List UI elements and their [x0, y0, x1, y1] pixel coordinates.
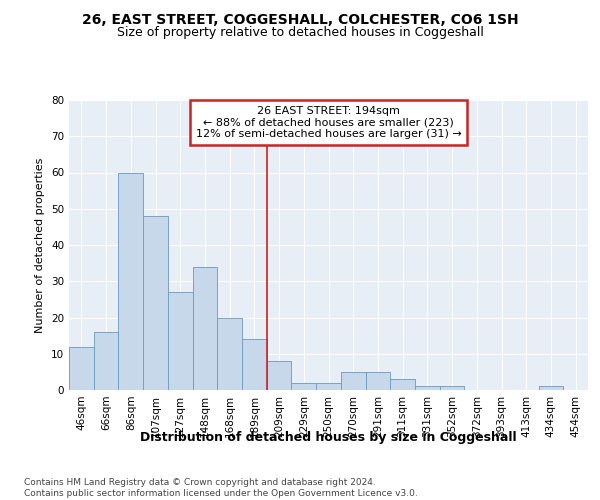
Bar	[242, 339, 267, 390]
Bar	[267, 361, 292, 390]
Bar	[341, 372, 365, 390]
Bar	[440, 386, 464, 390]
Y-axis label: Number of detached properties: Number of detached properties	[35, 158, 46, 332]
Text: Contains HM Land Registry data © Crown copyright and database right 2024.
Contai: Contains HM Land Registry data © Crown c…	[24, 478, 418, 498]
Bar	[292, 383, 316, 390]
Bar	[193, 267, 217, 390]
Bar	[94, 332, 118, 390]
Text: 26 EAST STREET: 194sqm
← 88% of detached houses are smaller (223)
12% of semi-de: 26 EAST STREET: 194sqm ← 88% of detached…	[196, 106, 461, 139]
Bar	[217, 318, 242, 390]
Bar	[365, 372, 390, 390]
Bar	[415, 386, 440, 390]
Bar	[168, 292, 193, 390]
Bar	[539, 386, 563, 390]
Text: Size of property relative to detached houses in Coggeshall: Size of property relative to detached ho…	[116, 26, 484, 39]
Bar	[390, 379, 415, 390]
Bar	[316, 383, 341, 390]
Bar	[69, 346, 94, 390]
Text: 26, EAST STREET, COGGESHALL, COLCHESTER, CO6 1SH: 26, EAST STREET, COGGESHALL, COLCHESTER,…	[82, 12, 518, 26]
Bar	[143, 216, 168, 390]
Text: Distribution of detached houses by size in Coggeshall: Distribution of detached houses by size …	[140, 431, 517, 444]
Bar	[118, 172, 143, 390]
